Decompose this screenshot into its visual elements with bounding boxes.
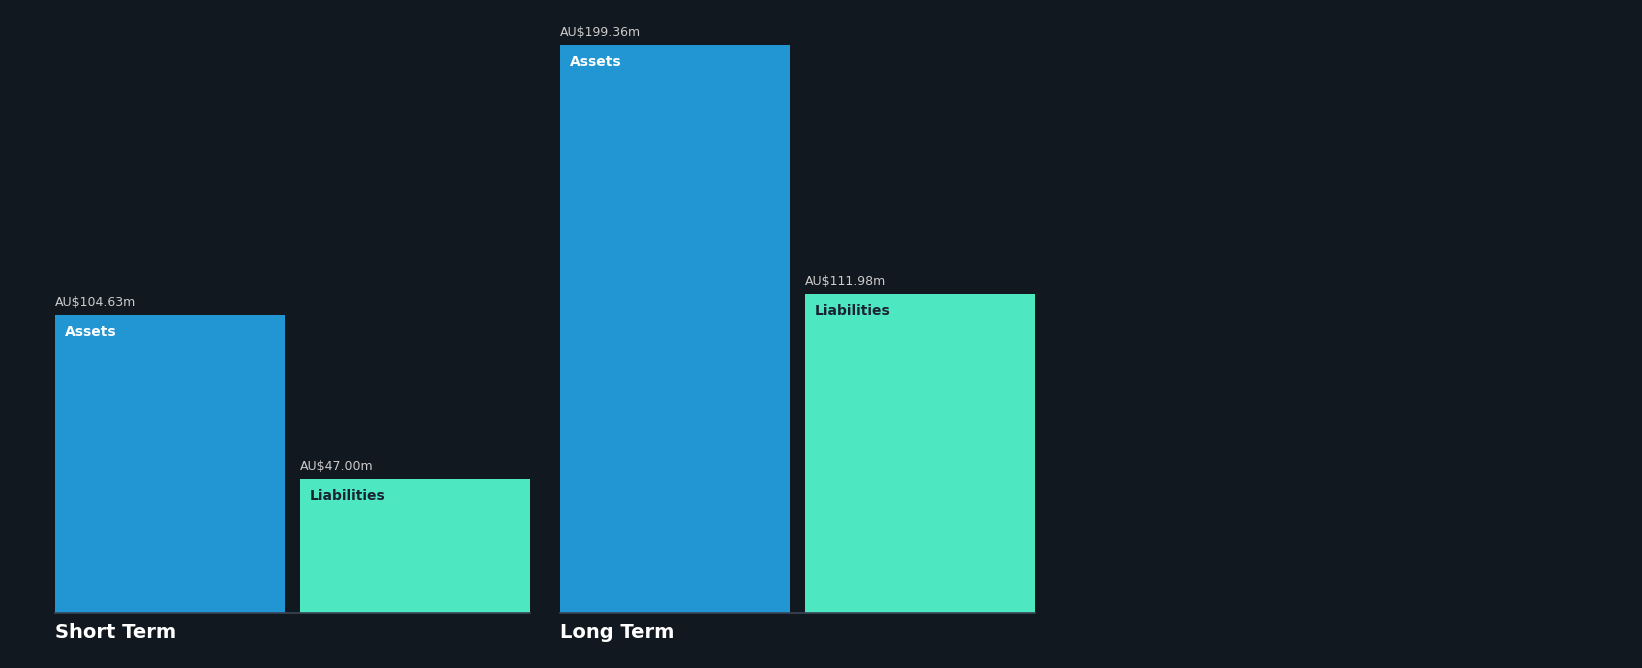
Text: Assets: Assets [66, 325, 117, 339]
Text: Assets: Assets [570, 55, 622, 69]
Text: Long Term: Long Term [560, 623, 675, 642]
Text: AU$111.98m: AU$111.98m [805, 275, 887, 288]
Bar [805, 294, 1034, 613]
Text: AU$199.36m: AU$199.36m [560, 26, 640, 39]
Text: Short Term: Short Term [54, 623, 176, 642]
Bar [300, 479, 530, 613]
Text: Liabilities: Liabilities [814, 304, 890, 318]
Text: AU$104.63m: AU$104.63m [54, 296, 136, 309]
Bar [54, 315, 286, 613]
Text: Liabilities: Liabilities [310, 489, 386, 503]
Bar [560, 45, 790, 613]
Text: AU$47.00m: AU$47.00m [300, 460, 374, 473]
